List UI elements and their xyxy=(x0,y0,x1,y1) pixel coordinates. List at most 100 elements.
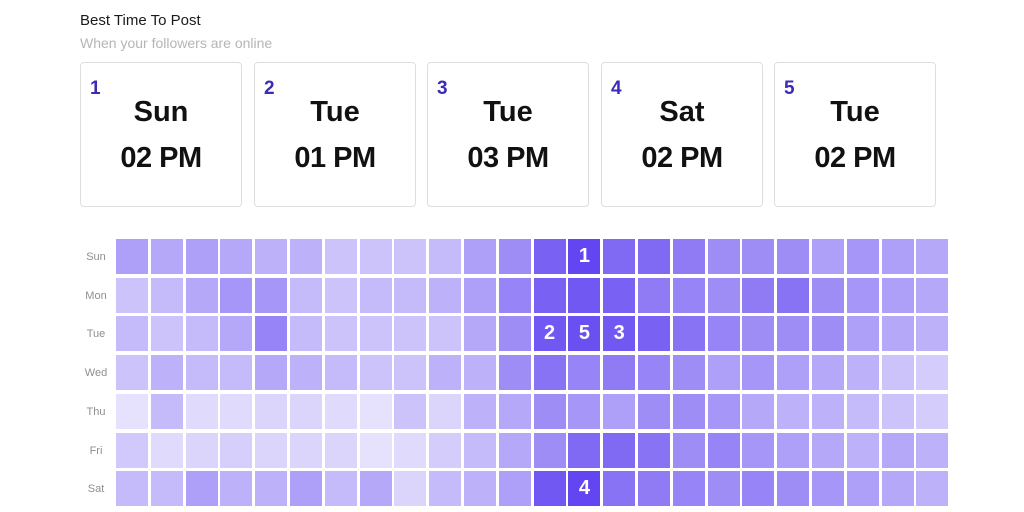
heatmap-cell[interactable] xyxy=(603,355,636,391)
heatmap-cell[interactable] xyxy=(568,316,601,352)
heatmap-cell[interactable] xyxy=(290,471,322,507)
heatmap-cell[interactable] xyxy=(429,239,462,274)
heatmap-cell[interactable] xyxy=(846,432,879,468)
heatmap-cell[interactable] xyxy=(429,277,462,313)
heatmap-cell[interactable] xyxy=(881,355,914,391)
heatmap-cell[interactable] xyxy=(533,432,566,468)
heatmap-cell[interactable] xyxy=(742,393,775,429)
heatmap-cell[interactable] xyxy=(150,316,183,352)
heatmap-cell[interactable] xyxy=(394,277,427,313)
best-time-card-2[interactable]: 2 Tue 01 PM xyxy=(254,62,416,207)
heatmap-cell[interactable] xyxy=(812,432,844,468)
heatmap-cell[interactable] xyxy=(672,239,705,274)
heatmap-cell[interactable] xyxy=(464,239,496,274)
heatmap-cell[interactable] xyxy=(742,432,775,468)
heatmap-cell[interactable] xyxy=(185,239,218,274)
heatmap-cell[interactable] xyxy=(603,393,636,429)
heatmap-cell[interactable] xyxy=(916,355,949,391)
heatmap-cell[interactable] xyxy=(603,316,636,352)
heatmap-cell[interactable] xyxy=(324,393,357,429)
heatmap-cell[interactable] xyxy=(881,316,914,352)
heatmap-cell[interactable] xyxy=(150,355,183,391)
heatmap-cell[interactable] xyxy=(116,277,148,313)
heatmap-cell[interactable] xyxy=(498,471,531,507)
heatmap-cell[interactable] xyxy=(324,277,357,313)
heatmap-cell[interactable] xyxy=(846,316,879,352)
heatmap-cell[interactable] xyxy=(672,355,705,391)
heatmap-cell[interactable] xyxy=(881,471,914,507)
heatmap-cell[interactable] xyxy=(290,277,322,313)
heatmap-cell[interactable] xyxy=(777,316,810,352)
heatmap-cell[interactable] xyxy=(672,277,705,313)
heatmap-cell[interactable] xyxy=(916,432,949,468)
heatmap-cell[interactable] xyxy=(429,316,462,352)
heatmap-cell[interactable] xyxy=(707,393,740,429)
heatmap-cell[interactable] xyxy=(812,277,844,313)
heatmap-cell[interactable] xyxy=(638,355,670,391)
heatmap-cell[interactable] xyxy=(324,239,357,274)
heatmap-cell[interactable] xyxy=(255,355,288,391)
heatmap-cell[interactable] xyxy=(638,316,670,352)
heatmap-cell[interactable] xyxy=(150,277,183,313)
heatmap-cell[interactable] xyxy=(150,393,183,429)
heatmap-cell[interactable] xyxy=(846,277,879,313)
heatmap-cell[interactable] xyxy=(394,471,427,507)
heatmap-cell[interactable] xyxy=(568,355,601,391)
heatmap-cell[interactable] xyxy=(324,432,357,468)
heatmap-cell[interactable] xyxy=(881,239,914,274)
heatmap-cell[interactable] xyxy=(150,471,183,507)
heatmap-cell[interactable] xyxy=(220,355,253,391)
heatmap-cell[interactable] xyxy=(603,239,636,274)
heatmap-cell[interactable] xyxy=(464,393,496,429)
heatmap-cell[interactable] xyxy=(881,432,914,468)
heatmap-cell[interactable] xyxy=(742,277,775,313)
heatmap-cell[interactable] xyxy=(290,432,322,468)
heatmap-cell[interactable] xyxy=(916,393,949,429)
heatmap-cell[interactable] xyxy=(916,277,949,313)
heatmap-cell[interactable] xyxy=(533,277,566,313)
heatmap-cell[interactable] xyxy=(638,239,670,274)
heatmap-cell[interactable] xyxy=(707,316,740,352)
heatmap-cell[interactable] xyxy=(568,471,601,507)
heatmap-cell[interactable] xyxy=(603,471,636,507)
heatmap-cell[interactable] xyxy=(464,432,496,468)
heatmap-cell[interactable] xyxy=(116,471,148,507)
heatmap-cell[interactable] xyxy=(846,355,879,391)
heatmap-cell[interactable] xyxy=(220,393,253,429)
heatmap-cell[interactable] xyxy=(742,316,775,352)
heatmap-cell[interactable] xyxy=(116,239,148,274)
heatmap-cell[interactable] xyxy=(498,432,531,468)
heatmap-cell[interactable] xyxy=(568,393,601,429)
heatmap-cell[interactable] xyxy=(672,393,705,429)
heatmap-cell[interactable] xyxy=(185,471,218,507)
heatmap-cell[interactable] xyxy=(464,277,496,313)
heatmap-cell[interactable] xyxy=(220,471,253,507)
heatmap-cell[interactable] xyxy=(116,355,148,391)
heatmap-cell[interactable] xyxy=(429,355,462,391)
heatmap-cell[interactable] xyxy=(707,432,740,468)
heatmap-cell[interactable] xyxy=(394,393,427,429)
heatmap-cell[interactable] xyxy=(359,239,392,274)
heatmap-cell[interactable] xyxy=(777,471,810,507)
heatmap-cell[interactable] xyxy=(359,432,392,468)
best-time-card-1[interactable]: 1 Sun 02 PM xyxy=(80,62,242,207)
heatmap-cell[interactable] xyxy=(220,277,253,313)
heatmap-cell[interactable] xyxy=(638,393,670,429)
heatmap-cell[interactable] xyxy=(707,277,740,313)
heatmap-cell[interactable] xyxy=(359,393,392,429)
heatmap-cell[interactable] xyxy=(185,355,218,391)
heatmap-cell[interactable] xyxy=(498,393,531,429)
heatmap-cell[interactable] xyxy=(359,471,392,507)
heatmap-cell[interactable] xyxy=(846,393,879,429)
heatmap-cell[interactable] xyxy=(638,432,670,468)
heatmap-cell[interactable] xyxy=(464,471,496,507)
heatmap-cell[interactable] xyxy=(498,277,531,313)
best-time-card-4[interactable]: 4 Sat 02 PM xyxy=(601,62,763,207)
heatmap-cell[interactable] xyxy=(638,471,670,507)
heatmap-cell[interactable] xyxy=(464,355,496,391)
heatmap-cell[interactable] xyxy=(324,355,357,391)
heatmap-cell[interactable] xyxy=(255,239,288,274)
heatmap-cell[interactable] xyxy=(394,316,427,352)
heatmap-cell[interactable] xyxy=(255,277,288,313)
heatmap-cell[interactable] xyxy=(603,432,636,468)
